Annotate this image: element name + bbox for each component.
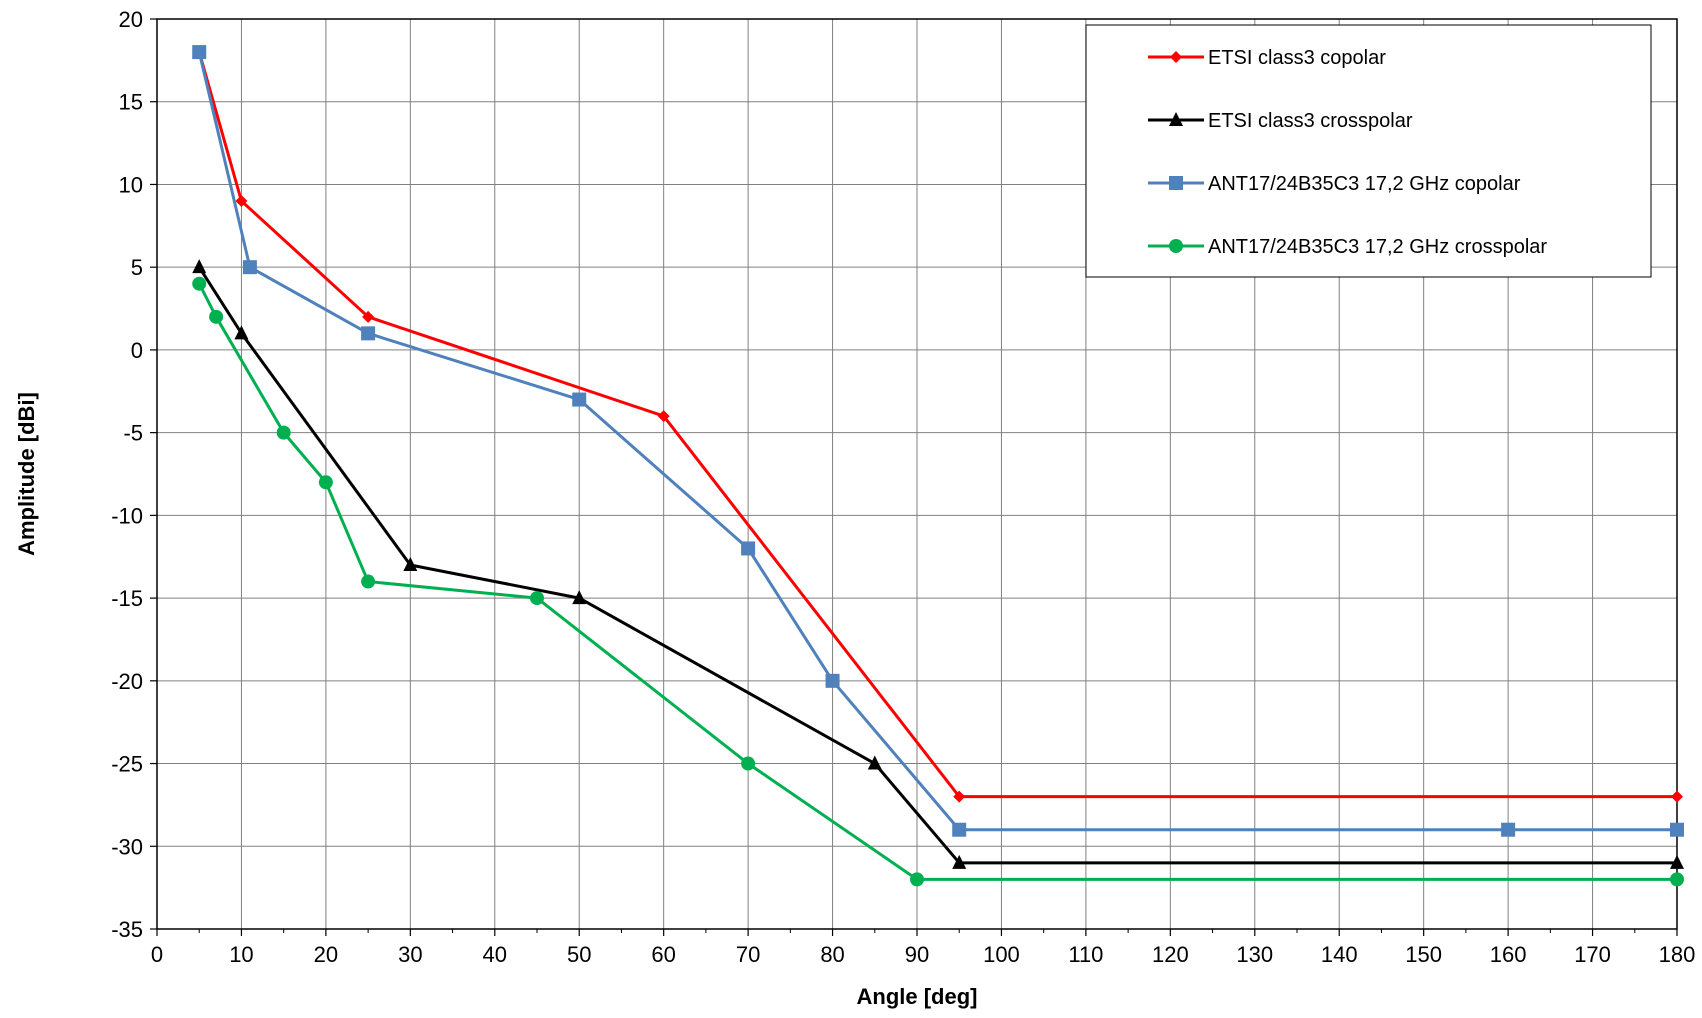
x-tick-label: 160 [1490, 942, 1527, 967]
data-point [362, 310, 375, 323]
legend-marker [1169, 112, 1183, 126]
y-tick-label: -5 [123, 421, 143, 446]
data-point [867, 755, 882, 770]
data-point [209, 309, 224, 324]
y-tick-label: 20 [119, 7, 143, 32]
y-tick-label: -15 [111, 586, 143, 611]
legend-item: ETSI class3 copolar [1148, 47, 1386, 69]
data-point [952, 854, 967, 869]
x-tick-label: 80 [820, 942, 844, 967]
legend-item: ETSI class3 crosspolar [1148, 110, 1413, 132]
data-point [361, 574, 376, 589]
data-point [276, 425, 291, 440]
x-tick-label: 60 [651, 942, 675, 967]
legend-label: ANT17/24B35C3 17,2 GHz copolar [1208, 173, 1521, 195]
y-axis-title: Amplitude [dBi] [14, 392, 39, 556]
legend-box [1085, 24, 1652, 278]
x-tick-label: 70 [736, 942, 760, 967]
y-tick-label: -35 [111, 917, 143, 942]
data-point [910, 872, 924, 887]
data-point [741, 756, 756, 771]
series-layer [192, 45, 1684, 887]
y-tick-label: -20 [111, 669, 143, 694]
data-point [572, 392, 587, 407]
x-tick-label: 140 [1321, 942, 1358, 967]
series-2 [192, 259, 1684, 869]
x-tick-label: 130 [1236, 942, 1273, 967]
y-tick-label: 10 [119, 172, 143, 197]
data-point [530, 591, 544, 606]
legend-label: ETSI class3 crosspolar [1208, 110, 1413, 132]
legend-marker [1169, 239, 1183, 253]
y-tick-label: 0 [131, 338, 143, 363]
legend-label: ETSI class3 copolar [1208, 47, 1386, 69]
y-tick-label: -10 [111, 503, 143, 528]
data-point [318, 475, 333, 490]
legend: ETSI class3 copolar ETSI class3 crosspola… [1085, 24, 1652, 278]
data-point [1670, 822, 1684, 837]
x-tick-label: 180 [1659, 942, 1696, 967]
y-tick-label: 15 [119, 90, 143, 115]
x-axis-title: Angle [deg] [857, 984, 978, 1009]
data-point [953, 790, 966, 803]
x-tick-label: 10 [229, 942, 253, 967]
data-point [235, 195, 248, 207]
x-tick-label: 30 [398, 942, 422, 967]
axis-ticks: 0 10 20 30 40 50 60 70 80 90 100 110 120 130 140 150 160… [111, 7, 1695, 967]
x-tick-label: 150 [1405, 942, 1442, 967]
data-point [234, 325, 249, 340]
x-tick-label: 20 [314, 942, 338, 967]
series-line [197, 51, 1677, 799]
x-tick-label: 100 [983, 942, 1020, 967]
legend-marker [1170, 51, 1182, 63]
series-3 [192, 45, 1684, 837]
x-tick-label: 110 [1068, 942, 1103, 967]
legend-item: ANT17/24B35C3 17,2 GHz crosspolar [1148, 236, 1547, 258]
legend-item: ANT17/24B35C3 17,2 GHz copolar [1148, 173, 1521, 195]
data-point [1671, 790, 1683, 803]
x-tick-label: 40 [483, 942, 507, 967]
data-point [192, 45, 207, 60]
y-tick-label: -30 [111, 834, 143, 859]
data-point [1670, 854, 1684, 869]
y-tick-label: 5 [131, 255, 143, 280]
legend-marker [1169, 176, 1183, 190]
x-tick-label: 0 [151, 942, 163, 967]
x-tick-label: 170 [1574, 942, 1611, 967]
data-point [1670, 872, 1684, 887]
legend-label: ANT17/24B35C3 17,2 GHz crosspolar [1208, 236, 1547, 258]
data-point [192, 259, 207, 274]
data-point [952, 822, 967, 837]
x-tick-label: 90 [905, 942, 929, 967]
data-point [657, 410, 670, 423]
data-point [825, 673, 840, 688]
series-4 [192, 276, 1684, 887]
data-point [192, 276, 207, 291]
x-tick-label: 50 [567, 942, 591, 967]
data-point [361, 326, 376, 341]
data-point [242, 260, 257, 275]
x-tick-label: 120 [1152, 942, 1189, 967]
y-tick-label: -25 [111, 752, 143, 777]
data-point [1501, 822, 1516, 837]
data-point [572, 590, 587, 605]
data-point [741, 541, 756, 556]
data-point [403, 557, 418, 571]
